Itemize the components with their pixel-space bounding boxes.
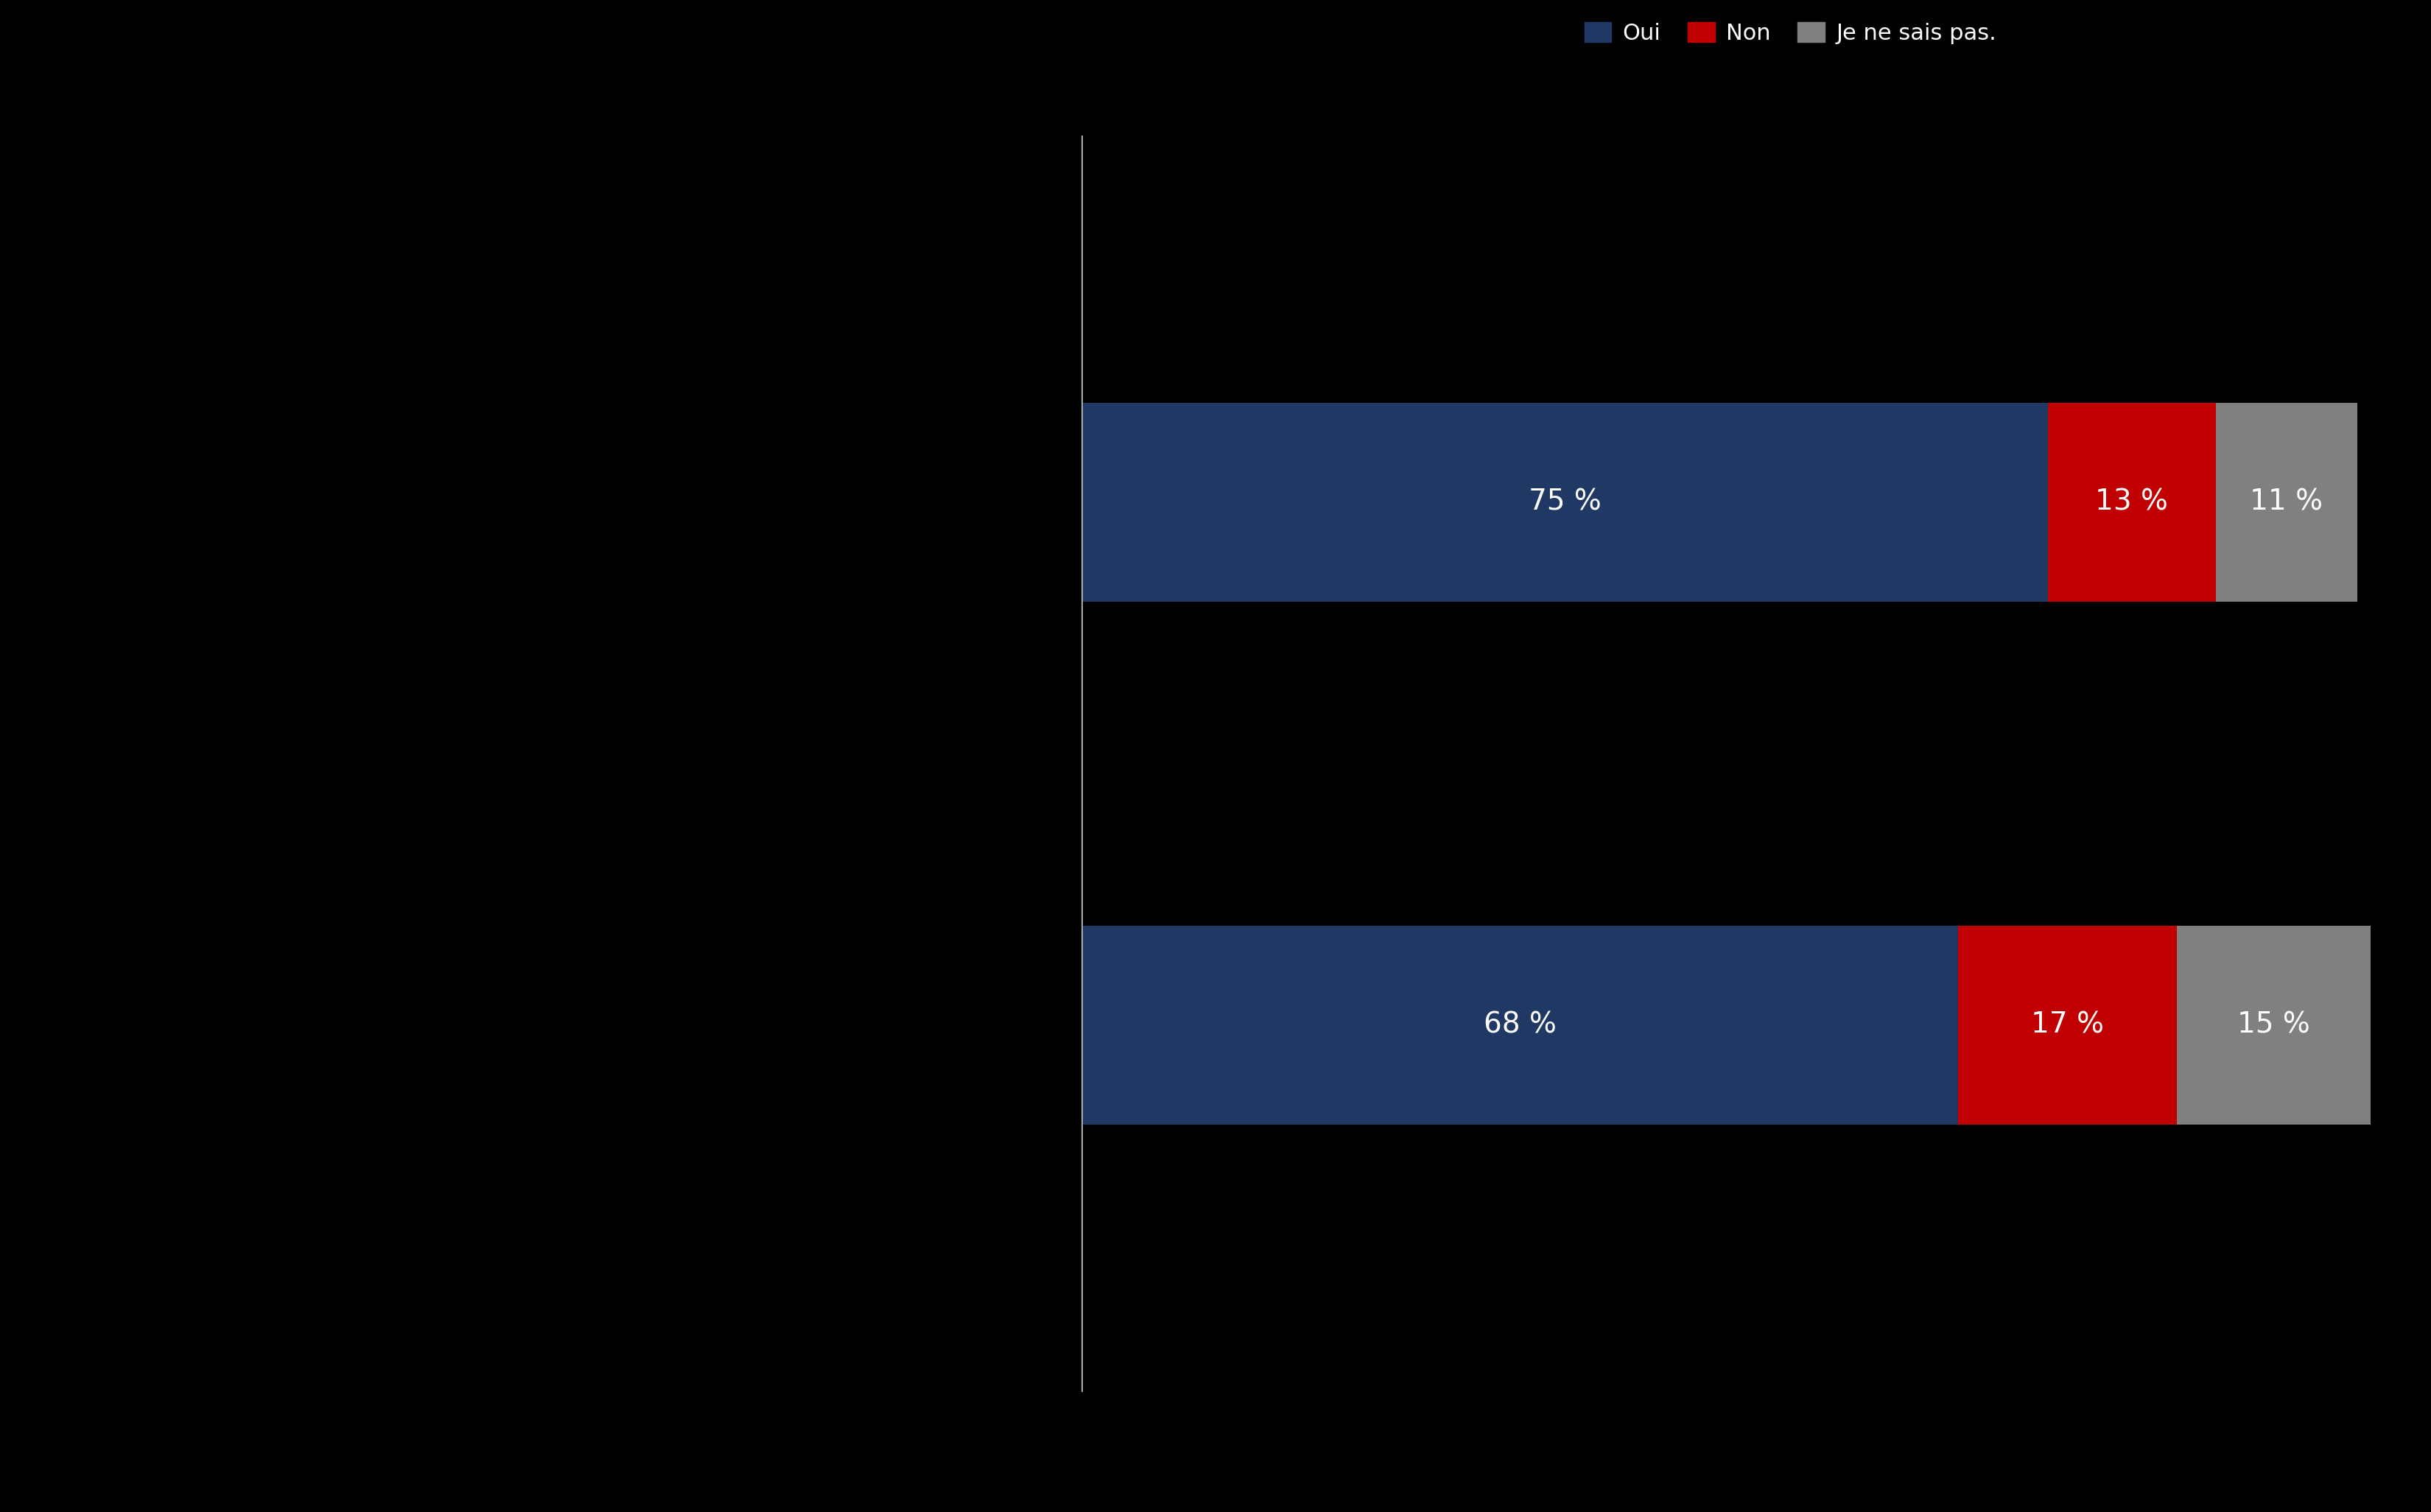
Text: 13 %: 13 % bbox=[2096, 488, 2168, 516]
Legend: Oui, Non, Je ne sais pas.: Oui, Non, Je ne sais pas. bbox=[1585, 21, 1996, 44]
Text: 75 %: 75 % bbox=[1529, 488, 1602, 516]
Text: 15 %: 15 % bbox=[2237, 1012, 2309, 1039]
Bar bbox=[2049, 402, 2215, 602]
Bar bbox=[2215, 402, 2358, 602]
Text: 68 %: 68 % bbox=[1483, 1012, 1556, 1039]
Bar bbox=[1082, 925, 1957, 1125]
Text: 11 %: 11 % bbox=[2251, 488, 2324, 516]
Bar bbox=[1082, 402, 2049, 602]
Text: 17 %: 17 % bbox=[2030, 1012, 2103, 1039]
Bar bbox=[1957, 925, 2178, 1125]
Bar bbox=[2178, 925, 2370, 1125]
